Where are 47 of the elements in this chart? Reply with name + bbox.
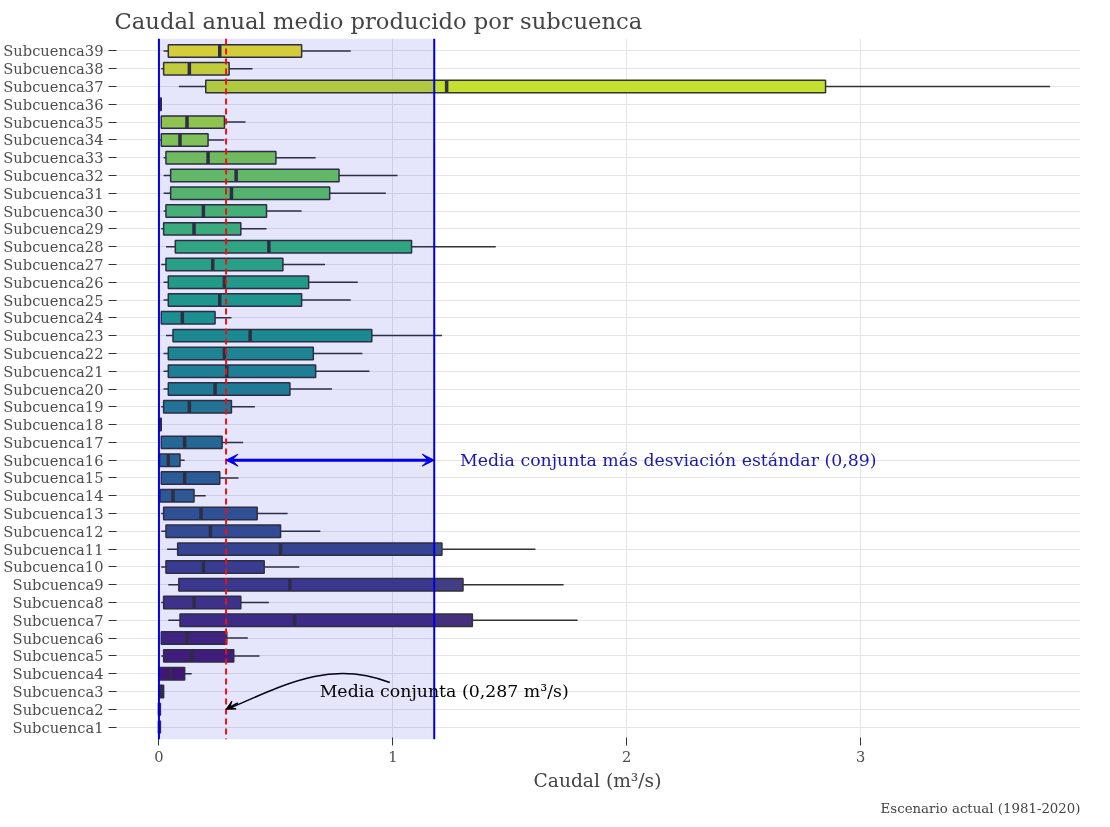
y-tick-label: Subcuenca30 — [3, 202, 104, 220]
x-axis-title: Caudal (m³/s) — [533, 769, 662, 791]
y-tick-label: Subcuenca1 — [12, 718, 104, 736]
y-tick-label: Subcuenca3 — [12, 682, 104, 700]
x-tick-label: 0 — [154, 747, 164, 765]
y-tick-label: Subcuenca16 — [3, 451, 104, 469]
y-tick-label: Subcuenca31 — [3, 184, 104, 202]
y-tick-label: Subcuenca17 — [3, 433, 104, 451]
y-tick-label: Subcuenca29 — [3, 220, 104, 238]
y-tick-label: Subcuenca34 — [3, 131, 104, 149]
y-tick-label: Subcuenca39 — [3, 42, 104, 60]
y-tick-label: Subcuenca20 — [3, 380, 104, 398]
y-tick-label: Subcuenca37 — [3, 78, 104, 96]
y-tick-label: Subcuenca14 — [3, 487, 104, 505]
y-tick-label: Subcuenca18 — [3, 416, 104, 434]
y-tick-label: Subcuenca9 — [12, 576, 104, 594]
y-tick-label: Subcuenca8 — [12, 594, 104, 611]
y-tick-label: Subcuenca21 — [3, 362, 104, 380]
annotation: Media conjunta más desviación estándar (0,89) — [459, 450, 877, 471]
y-tick-label: Subcuenca35 — [3, 113, 104, 131]
y-tick-label: Subcuenca12 — [3, 522, 104, 540]
y-tick-label: Subcuenca24 — [3, 309, 104, 327]
y-tick-label: Subcuenca4 — [12, 665, 104, 683]
y-tick-label: Subcuenca32 — [3, 167, 104, 184]
y-tick-label: Subcuenca27 — [3, 255, 104, 273]
y-tick-label: Subcuenca22 — [3, 344, 104, 362]
chart-title: Caudal anual medio producido por subcuenca — [114, 7, 643, 34]
y-tick-label: Subcuenca7 — [12, 611, 104, 629]
x-tick-label: 2 — [622, 747, 632, 765]
y-tick-label: Subcuenca2 — [12, 700, 104, 718]
y-tick-label: Subcuenca23 — [3, 327, 104, 345]
text: Escenario actual (1981-2020) — [880, 800, 1081, 816]
y-tick-label: Subcuenca6 — [12, 629, 104, 647]
y-tick-label: Subcuenca26 — [3, 273, 104, 291]
y-tick-label: Subcuenca25 — [3, 291, 104, 309]
y-tick-label: Subcuenca5 — [12, 647, 104, 665]
y-tick-label: Subcuenca36 — [3, 95, 104, 113]
y-tick-label: Subcuenca33 — [3, 149, 104, 167]
y-tick-label: Subcuenca10 — [3, 558, 104, 576]
y-tick-label: Subcuenca19 — [3, 398, 104, 416]
y-tick-label: Subcuenca11 — [3, 540, 104, 558]
y-tick-label: Subcuenca13 — [3, 505, 104, 523]
x-tick-label: 3 — [855, 747, 866, 765]
y-tick-label: Subcuenca15 — [3, 469, 104, 487]
x-tick-label: 1 — [388, 747, 398, 765]
y-tick-label: Subcuenca38 — [3, 60, 104, 78]
y-tick-label: Subcuenca28 — [3, 238, 104, 256]
